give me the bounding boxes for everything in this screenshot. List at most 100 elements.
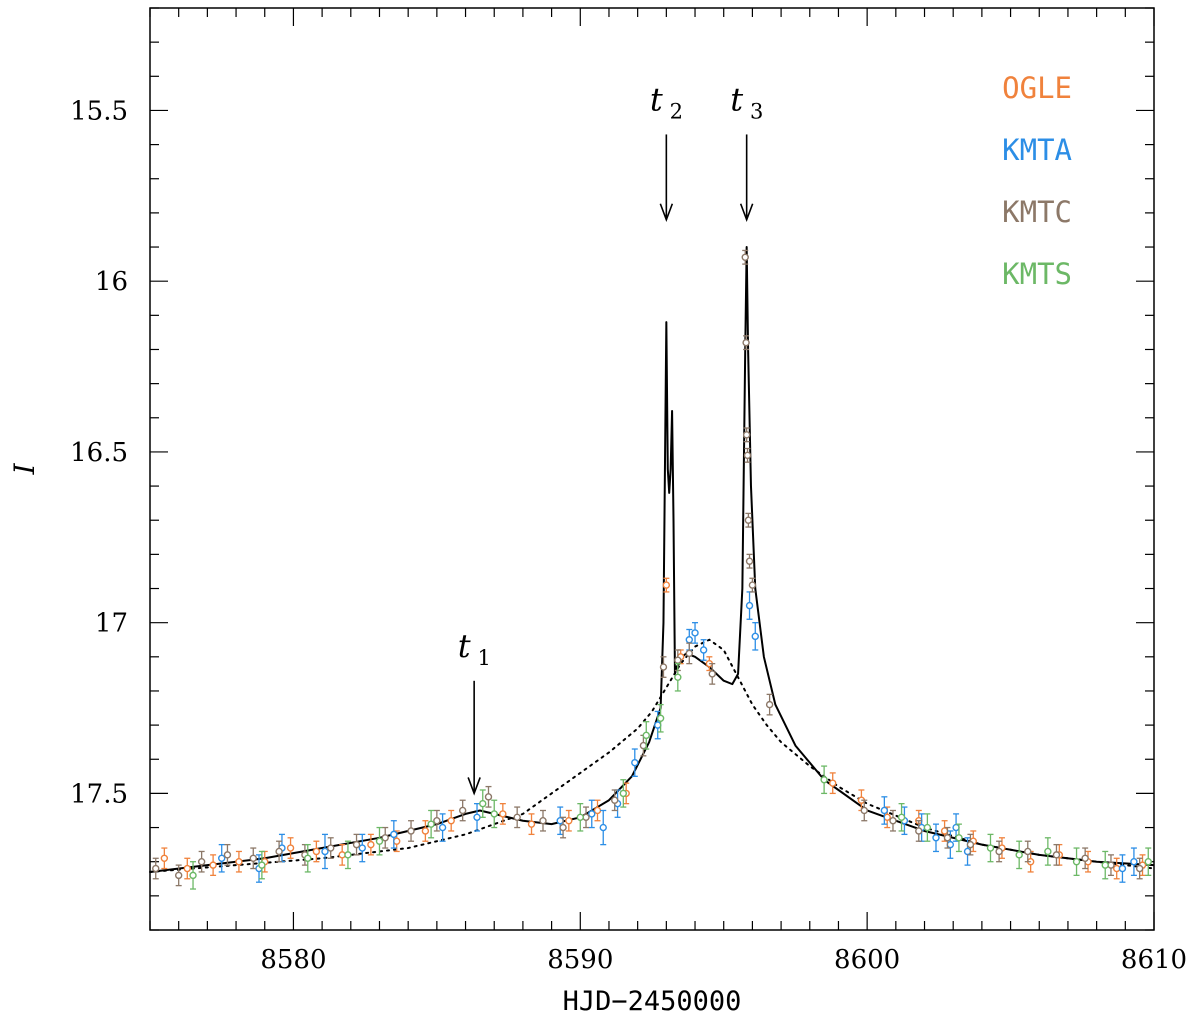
data-point — [327, 844, 335, 852]
data-point — [611, 796, 619, 804]
data-point — [556, 817, 564, 825]
plot-frame — [149, 7, 1155, 931]
data-point — [932, 834, 940, 842]
data-point — [344, 851, 352, 859]
arrow-head — [659, 203, 674, 222]
data-point — [218, 854, 226, 862]
data-point — [685, 636, 693, 644]
data-point — [209, 861, 217, 869]
annotation-label: t — [730, 80, 743, 118]
data-point — [490, 810, 498, 818]
y-tick-label: 15.5 — [70, 96, 128, 126]
data-point — [390, 830, 398, 839]
annotations: t 1 t 2 t 3 — [458, 80, 763, 796]
x-tick-labels: 8580 8590 8600 8610 — [260, 945, 1187, 975]
data-point — [286, 844, 295, 852]
binary-lens-model-curve — [149, 246, 1155, 873]
y-tick-label: 16 — [95, 267, 128, 297]
data-point — [174, 871, 183, 880]
data-point — [963, 847, 972, 856]
data-point — [829, 779, 837, 787]
data-point — [659, 663, 668, 671]
data-point — [352, 840, 361, 849]
data-point — [479, 799, 487, 808]
data-point — [751, 632, 759, 641]
data-point — [1015, 851, 1023, 859]
data-point — [304, 854, 312, 862]
data-point — [744, 516, 753, 524]
data-point — [433, 817, 441, 825]
data-points — [152, 249, 1152, 890]
data-point — [1118, 864, 1127, 873]
data-point — [940, 827, 949, 835]
data-point — [745, 557, 754, 565]
legend: OGLE KMTA KMTC KMTS — [1002, 71, 1072, 291]
data-point — [160, 854, 169, 862]
data-point — [539, 817, 547, 825]
data-point — [599, 823, 607, 832]
data-point — [995, 847, 1003, 856]
x-tick-label: 8610 — [1121, 945, 1187, 975]
data-point — [249, 854, 257, 862]
legend-kmts: KMTS — [1002, 257, 1072, 291]
y-axis-title: I — [8, 463, 41, 476]
data-point — [499, 810, 507, 818]
x-tick-label: 8590 — [547, 945, 613, 975]
data-point — [897, 813, 906, 822]
data-point — [1044, 847, 1052, 856]
data-point — [748, 581, 757, 589]
single-lens-model-line — [149, 638, 1155, 873]
data-point — [915, 827, 923, 835]
x-tick-label: 8600 — [834, 945, 900, 975]
data-point — [258, 861, 266, 869]
data-point — [742, 338, 750, 347]
data-point — [742, 431, 751, 439]
data-point — [275, 847, 283, 856]
data-point — [1101, 861, 1109, 869]
data-point — [631, 758, 639, 767]
data-point — [685, 649, 693, 658]
legend-ogle: OGLE — [1002, 71, 1072, 105]
plot-area: t 1 t 2 t 3 — [149, 7, 1155, 931]
annotation-subscript: 3 — [750, 99, 763, 123]
data-point — [1081, 854, 1089, 862]
data-point — [699, 646, 708, 654]
binary-lens-model-line — [149, 246, 1155, 873]
data-point — [427, 820, 435, 828]
data-point — [1135, 864, 1144, 873]
data-point — [860, 806, 868, 815]
data-point — [741, 253, 749, 261]
data-point — [447, 817, 455, 825]
data-point — [588, 810, 596, 818]
data-point — [923, 823, 932, 832]
single-lens-model-curve — [149, 638, 1155, 873]
data-point — [235, 858, 243, 866]
data-point — [312, 847, 321, 856]
data-point — [392, 837, 401, 845]
data-point — [889, 817, 897, 825]
data-point — [639, 741, 648, 750]
x-tick-label: 8580 — [260, 945, 326, 975]
data-point — [1072, 858, 1081, 866]
data-point — [654, 721, 662, 729]
data-point — [619, 789, 628, 798]
data-point — [955, 834, 963, 842]
data-point — [1052, 851, 1061, 859]
data-point — [952, 823, 960, 832]
data-point — [880, 806, 889, 815]
annotation-subscript: 1 — [477, 646, 490, 670]
data-point — [473, 813, 481, 822]
x-axis-title: HJD−2450000 — [563, 986, 742, 1017]
data-point — [223, 851, 232, 859]
data-point — [183, 864, 191, 873]
data-point — [691, 629, 699, 637]
data-point — [559, 823, 567, 832]
data-point — [1144, 858, 1152, 866]
data-point — [576, 813, 584, 822]
data-point — [375, 837, 384, 845]
data-point — [565, 817, 573, 825]
data-point — [743, 451, 752, 460]
